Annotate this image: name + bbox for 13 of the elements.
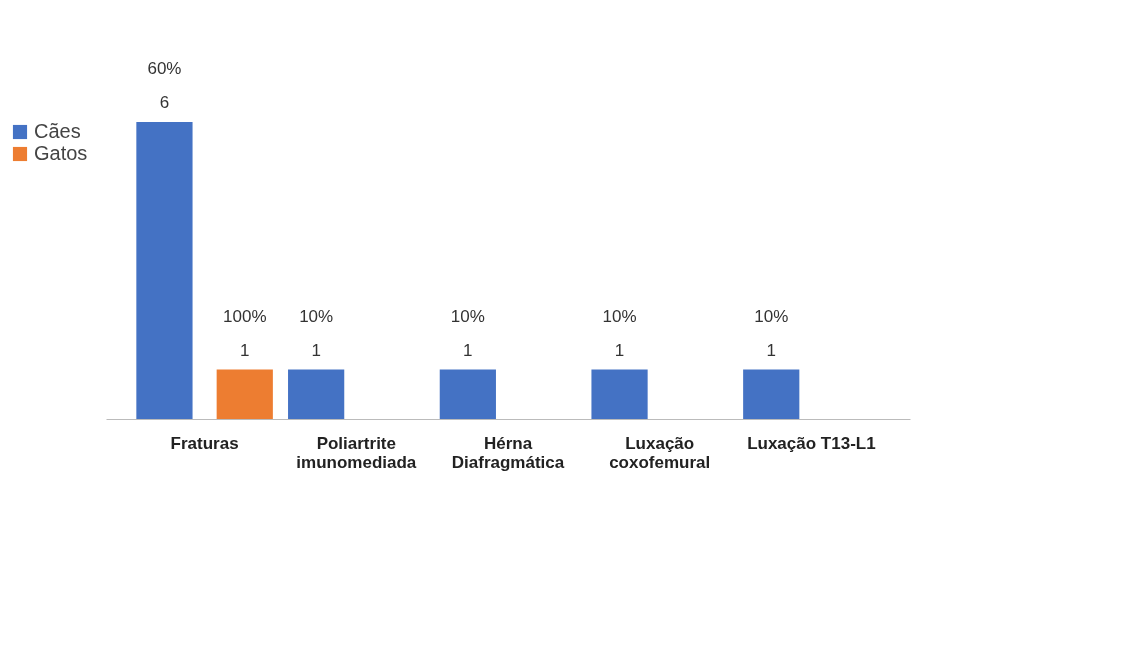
data-label: 10% 1 [450, 306, 485, 360]
x-tick-label: Luxação coxofemural [609, 433, 711, 472]
x-tick-label: Poliartrite imunomediada [296, 433, 417, 472]
x-tick-label: Luxação T13-L1 [747, 433, 876, 453]
x-tick-label: Hérna Diafragmática [451, 433, 565, 472]
x-tick-label: Fraturas [170, 433, 239, 453]
legend-label: Gatos [34, 142, 88, 164]
data-label: 10% 1 [299, 306, 334, 360]
data-label: 10% 1 [602, 306, 637, 360]
data-label: 60% 6 [147, 59, 182, 112]
data-label: 10% 1 [754, 306, 789, 360]
legend-label: Cães [34, 120, 81, 142]
data-label: 100% 1 [223, 306, 267, 360]
